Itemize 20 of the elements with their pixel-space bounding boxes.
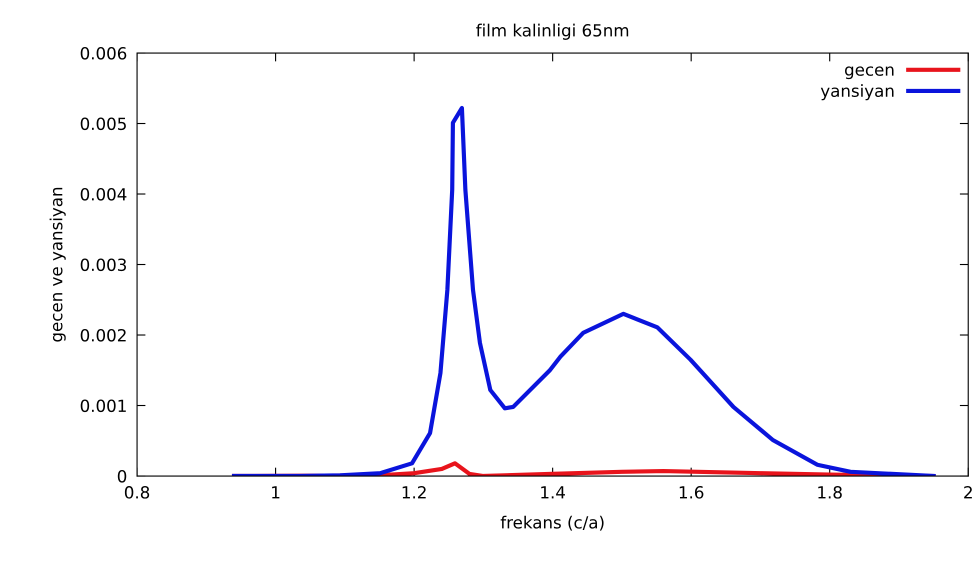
legend-label: yansiyan: [820, 84, 894, 100]
y-tick-label: 0.002: [80, 328, 126, 342]
y-tick-label: 0.004: [80, 188, 126, 201]
y-tick-label: 0.006: [80, 46, 126, 60]
line-series: [232, 106, 936, 476]
y-tick-label: 0: [118, 470, 126, 483]
x-tick-label: 2: [964, 486, 972, 498]
chart-title: film kalinligi 65nm: [476, 24, 628, 40]
x-tick-label: 1: [272, 486, 280, 498]
y-axis-title: gecen ve yansiyan: [50, 188, 66, 342]
y-tick-label: 0.001: [80, 399, 126, 412]
legend-label: gecen: [845, 66, 894, 80]
x-tick-label: 1.8: [818, 486, 842, 499]
x-tick-label: 1.6: [680, 486, 704, 499]
x-tick-label: 0.8: [124, 486, 150, 499]
x-tick-label: 1.2: [402, 486, 426, 498]
x-tick-label: 1.4: [541, 486, 565, 498]
y-tick-label: 0.003: [80, 258, 126, 272]
x-axis-title: frekans (c/a): [500, 516, 604, 531]
y-tick-label: 0.005: [80, 117, 126, 130]
